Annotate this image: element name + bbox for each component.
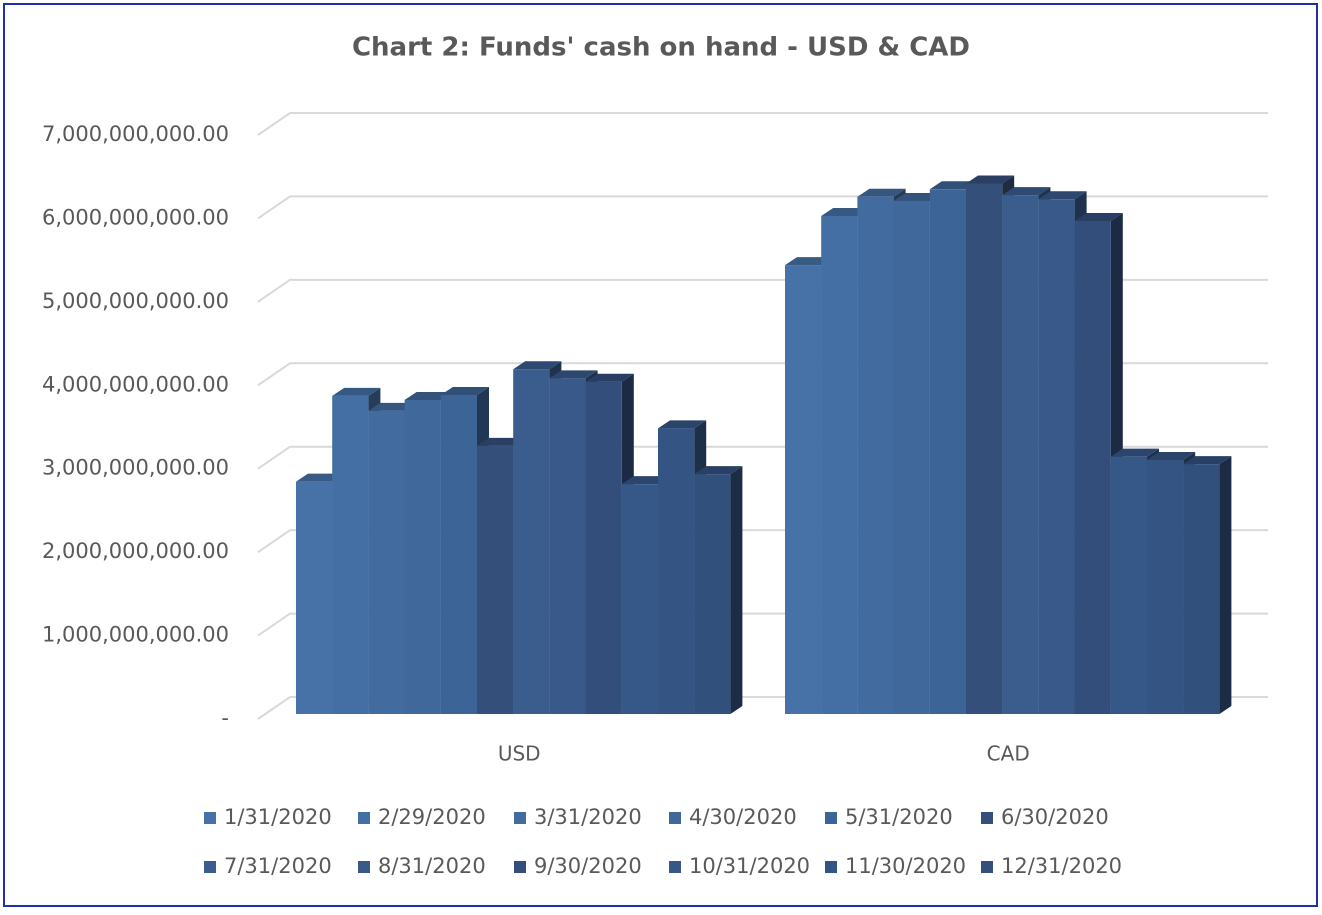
bar [821, 215, 858, 715]
bar [477, 445, 514, 714]
bar [929, 189, 966, 715]
legend-label: 3/31/2020 [534, 805, 642, 829]
y-tick-label: 7,000,000,000.00 [42, 122, 229, 146]
legend-swatch [825, 861, 837, 873]
bar-top [1002, 187, 1051, 196]
grid-line [257, 112, 1268, 136]
bar [1147, 459, 1184, 714]
legend-swatch [514, 861, 526, 873]
y-tick-label: - [221, 706, 229, 730]
bar [694, 474, 731, 714]
legend-label: 5/31/2020 [845, 805, 953, 829]
bar [332, 395, 369, 714]
bar-top [477, 437, 526, 446]
x-tick-label: CAD [987, 742, 1030, 766]
bar-top [821, 207, 870, 216]
bar-top [1110, 448, 1159, 457]
bar [513, 369, 550, 714]
y-tick-label: 4,000,000,000.00 [42, 372, 229, 396]
legend-label: 11/30/2020 [845, 854, 966, 878]
bar-side [730, 466, 743, 714]
legend-swatch [669, 812, 681, 824]
bar-top [893, 192, 942, 201]
bar-top [332, 387, 381, 396]
bar-top [966, 175, 1015, 184]
legend-label: 7/31/2020 [224, 854, 332, 878]
legend-swatch [669, 861, 681, 873]
legend-label: 12/31/2020 [1001, 854, 1122, 878]
legend-label: 10/31/2020 [689, 854, 810, 878]
bar [1038, 199, 1075, 714]
y-tick-label: 6,000,000,000.00 [42, 205, 229, 229]
legend-swatch [204, 861, 216, 873]
bar-top [1183, 456, 1232, 465]
bar [585, 381, 622, 714]
legend-swatch [358, 861, 370, 873]
bar-top [404, 392, 453, 401]
bar [1002, 195, 1039, 714]
bar-top [785, 257, 834, 266]
legend-label: 2/29/2020 [378, 805, 486, 829]
bar [368, 410, 405, 714]
legend-label: 4/30/2020 [689, 805, 797, 829]
bar-top [368, 402, 417, 411]
bar [296, 481, 333, 714]
y-tick-label: 3,000,000,000.00 [42, 456, 229, 480]
y-tick-label: 5,000,000,000.00 [42, 289, 229, 313]
y-tick-label: 2,000,000,000.00 [42, 539, 229, 563]
bar-top [440, 387, 489, 396]
x-tick-label: USD [498, 742, 541, 766]
legend-swatch [358, 812, 370, 824]
legend-label: 6/30/2020 [1001, 805, 1109, 829]
bar-top [621, 476, 670, 485]
legend-swatch [514, 812, 526, 824]
bar [966, 183, 1003, 715]
legend-swatch [825, 812, 837, 824]
bar [549, 378, 586, 714]
bar-top [296, 473, 345, 482]
bar [857, 196, 894, 714]
bar [658, 428, 695, 714]
bar-top [585, 373, 634, 382]
bar [893, 200, 930, 714]
bar-top [694, 466, 743, 475]
bar-top [513, 361, 562, 370]
bar-top [1074, 212, 1123, 221]
bar [1183, 464, 1220, 714]
bar-top [1147, 451, 1196, 460]
bar-top [857, 188, 906, 197]
bar-top [658, 420, 707, 429]
bar [440, 395, 477, 714]
bar [621, 484, 658, 714]
bar [785, 265, 822, 714]
chart-title: Chart 2: Funds' cash on hand - USD & CAD [352, 33, 970, 63]
bar-top [1038, 191, 1087, 200]
bar [1110, 456, 1147, 714]
legend-swatch [204, 812, 216, 824]
legend-label: 1/31/2020 [224, 805, 332, 829]
bar-top [929, 181, 978, 190]
bar [404, 400, 441, 714]
bar [1074, 220, 1111, 714]
legend-label: 9/30/2020 [534, 854, 642, 878]
legend-label: 8/31/2020 [378, 854, 486, 878]
legend-swatch [981, 812, 993, 824]
bar-top [549, 370, 598, 379]
y-tick-label: 1,000,000,000.00 [42, 623, 229, 647]
bar-side [1219, 456, 1232, 714]
legend-swatch [981, 861, 993, 873]
